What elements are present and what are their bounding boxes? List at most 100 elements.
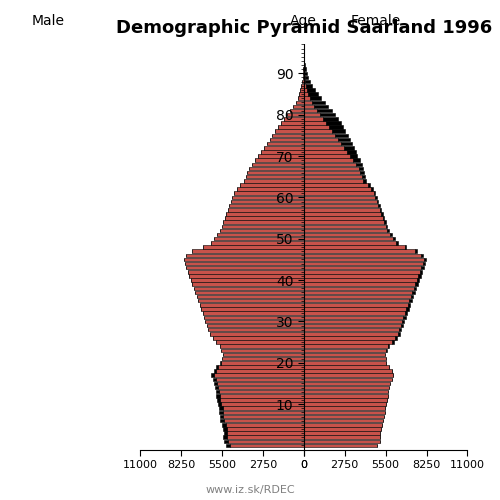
Bar: [304, 378, 392, 381]
Bar: [246, 175, 304, 178]
Bar: [304, 162, 356, 166]
Bar: [232, 196, 304, 199]
Bar: [392, 340, 394, 344]
Bar: [220, 228, 304, 232]
Bar: [213, 378, 216, 381]
Bar: [288, 113, 304, 116]
Bar: [353, 158, 360, 162]
Bar: [282, 121, 304, 124]
Bar: [304, 336, 394, 340]
Bar: [387, 228, 388, 232]
Bar: [228, 440, 304, 443]
Bar: [304, 344, 388, 348]
Bar: [304, 196, 375, 199]
Bar: [304, 266, 422, 270]
Bar: [312, 100, 324, 104]
Bar: [304, 72, 306, 75]
Bar: [194, 286, 304, 290]
Bar: [231, 200, 304, 203]
Bar: [405, 312, 407, 315]
Bar: [222, 402, 304, 406]
Bar: [272, 134, 304, 137]
Bar: [304, 138, 338, 141]
Bar: [206, 320, 304, 323]
Bar: [375, 196, 376, 199]
Bar: [304, 357, 386, 360]
Bar: [306, 80, 310, 84]
Bar: [216, 340, 304, 344]
Bar: [304, 84, 306, 87]
Bar: [304, 208, 380, 212]
Bar: [237, 188, 304, 191]
Bar: [341, 142, 352, 146]
Bar: [278, 126, 303, 129]
Bar: [210, 332, 304, 336]
Bar: [214, 386, 218, 390]
Bar: [304, 146, 344, 150]
Bar: [310, 96, 321, 100]
Bar: [276, 130, 303, 133]
Bar: [304, 303, 408, 306]
Bar: [304, 365, 390, 368]
Bar: [364, 179, 366, 182]
Bar: [307, 88, 315, 92]
Bar: [304, 88, 307, 92]
Bar: [306, 84, 312, 87]
Bar: [304, 188, 370, 191]
Bar: [216, 390, 220, 394]
Bar: [368, 183, 370, 186]
Bar: [304, 410, 385, 414]
Bar: [224, 220, 304, 224]
Bar: [308, 92, 318, 96]
Bar: [216, 378, 304, 381]
Bar: [323, 117, 338, 120]
Bar: [304, 154, 350, 158]
Bar: [304, 250, 416, 253]
Bar: [304, 104, 314, 108]
Bar: [422, 254, 423, 257]
Bar: [326, 121, 341, 124]
Bar: [320, 113, 335, 116]
Bar: [192, 250, 304, 253]
Bar: [212, 241, 304, 244]
Bar: [304, 423, 382, 426]
Bar: [302, 76, 304, 79]
Bar: [304, 390, 388, 394]
Bar: [408, 303, 410, 306]
Bar: [304, 109, 317, 112]
Bar: [304, 80, 306, 84]
Bar: [214, 382, 218, 385]
Bar: [304, 237, 393, 240]
Bar: [347, 150, 356, 154]
Bar: [304, 406, 384, 410]
Bar: [304, 348, 386, 352]
Bar: [219, 406, 223, 410]
Bar: [214, 370, 216, 373]
Bar: [189, 274, 304, 278]
Bar: [220, 394, 304, 398]
Bar: [222, 224, 304, 228]
Text: Age: Age: [290, 14, 317, 28]
Bar: [222, 423, 226, 426]
Bar: [304, 370, 392, 373]
Bar: [228, 208, 304, 212]
Bar: [248, 166, 304, 170]
Bar: [270, 138, 304, 141]
Bar: [416, 250, 417, 253]
Bar: [304, 113, 320, 116]
Bar: [304, 204, 378, 208]
Bar: [304, 274, 418, 278]
Bar: [416, 282, 418, 286]
Bar: [400, 324, 402, 328]
Bar: [218, 402, 222, 406]
Bar: [221, 348, 304, 352]
Bar: [302, 84, 304, 87]
Bar: [304, 258, 424, 261]
Bar: [335, 134, 347, 137]
Bar: [370, 188, 373, 191]
Bar: [304, 262, 423, 266]
Bar: [304, 386, 389, 390]
Bar: [212, 374, 214, 377]
Bar: [356, 162, 362, 166]
Bar: [224, 419, 304, 422]
